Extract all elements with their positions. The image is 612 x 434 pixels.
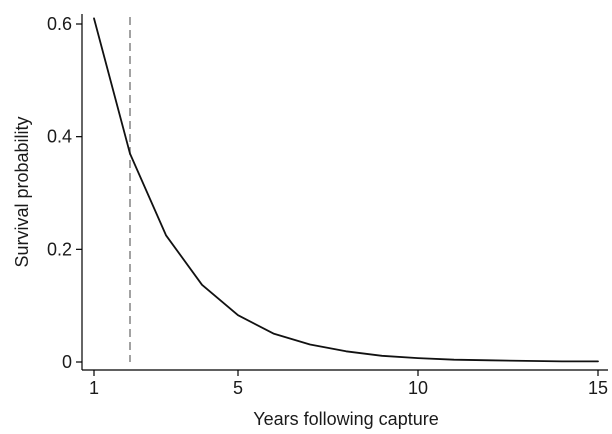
x-axis-title: Years following capture xyxy=(253,409,438,429)
y-tick-label: 0.2 xyxy=(47,239,72,259)
x-tick-label: 15 xyxy=(588,378,608,398)
axes: 00.20.40.61 5 10 15 xyxy=(47,14,608,398)
x-tick-label: 1 xyxy=(89,378,99,398)
y-axis-title: Survival probability xyxy=(12,116,32,267)
y-tick-label: 0.6 xyxy=(47,14,72,34)
y-tick-label: 0.4 xyxy=(47,127,72,147)
survival-curve-line xyxy=(93,17,599,363)
x-tick-label: 5 xyxy=(233,378,243,398)
x-tick-label: 10 xyxy=(408,378,428,398)
series-layer xyxy=(93,17,599,363)
y-tick-label: 0 xyxy=(62,352,72,372)
